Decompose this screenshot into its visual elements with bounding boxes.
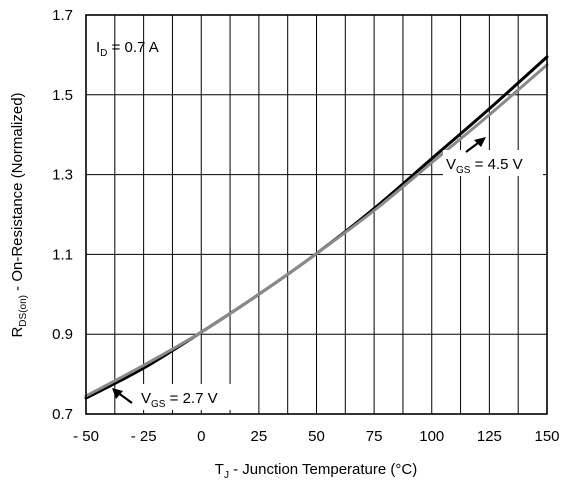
x-tick-label: 125: [477, 428, 502, 445]
y-tick-label: 0.9: [52, 326, 73, 343]
label-bg-4v5: [443, 150, 543, 176]
x-axis-title: TJ - Junction Temperature (°C): [215, 461, 417, 481]
series-label-4v5: VGS = 4.5 V: [446, 156, 523, 176]
y-tick-label: 0.7: [52, 406, 73, 423]
series-label-2v7: VGS = 2.7 V: [141, 390, 218, 410]
arrow-4v5: [465, 137, 486, 153]
x-tick-label: 25: [251, 428, 268, 445]
arrow-2v7: [112, 388, 133, 404]
y-tick-label: 1.7: [52, 7, 73, 24]
x-axis-ticks: - 50 - 25 0 25 50 75 100 125 150: [73, 428, 559, 445]
y-tick-label: 1.5: [52, 87, 73, 104]
y-axis-ticks: 0.7 0.9 1.1 1.3 1.5 1.7: [52, 7, 73, 423]
x-tick-label: 50: [308, 428, 325, 445]
plot-frame: [85, 14, 548, 415]
label-bg-2v7: [136, 384, 246, 410]
x-tick-label: - 25: [131, 428, 157, 445]
x-tick-label: 150: [534, 428, 559, 445]
x-tick-label: 100: [419, 428, 444, 445]
condition-label: ID = 0.7 A: [96, 39, 159, 59]
y-tick-label: 1.1: [52, 246, 73, 263]
series-layer: [84, 55, 549, 400]
grid: [85, 14, 548, 415]
y-tick-label: 1.3: [52, 167, 73, 184]
series-line-vgs-2v7: [84, 63, 549, 398]
x-tick-label: 75: [366, 428, 383, 445]
x-tick-label: - 50: [73, 428, 99, 445]
x-tick-label: 0: [197, 428, 205, 445]
y-axis-title: RDS(on) - On-Resistance (Normalized): [9, 92, 29, 337]
